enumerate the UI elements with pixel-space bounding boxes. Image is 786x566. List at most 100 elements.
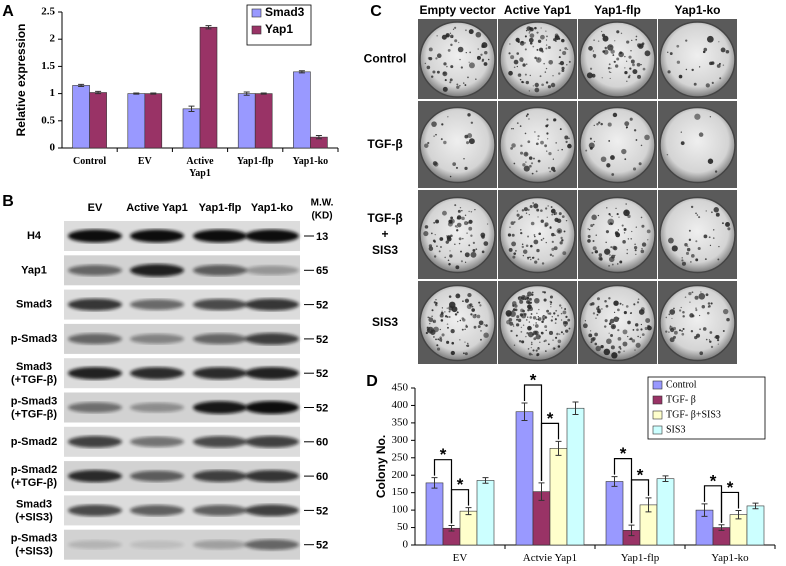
colony <box>640 216 643 219</box>
colony <box>435 301 438 305</box>
colony <box>468 210 470 213</box>
colony <box>633 129 637 132</box>
colony <box>681 329 683 332</box>
colony <box>542 290 545 294</box>
colony <box>693 82 697 86</box>
colony <box>611 352 618 359</box>
colony <box>726 317 730 322</box>
colony <box>638 162 642 166</box>
colony <box>454 313 458 316</box>
colony <box>558 37 561 40</box>
x-tick-label-line: Yap1-flp <box>621 552 660 564</box>
colony <box>645 318 651 324</box>
colony <box>681 261 687 266</box>
colony <box>546 124 549 127</box>
colony <box>719 77 722 80</box>
colony <box>618 345 622 349</box>
colony <box>462 318 466 322</box>
colony <box>665 316 668 319</box>
colony <box>680 131 682 133</box>
colony <box>553 246 558 251</box>
colony <box>625 210 627 212</box>
colony <box>524 35 527 38</box>
colony <box>467 133 473 139</box>
colony <box>470 313 473 316</box>
colony <box>478 301 481 304</box>
colony <box>596 297 600 301</box>
colony <box>548 312 552 315</box>
colony <box>545 241 547 244</box>
colony <box>455 265 460 270</box>
colony <box>552 347 556 350</box>
colony <box>527 309 530 312</box>
colony <box>470 251 477 258</box>
colony <box>592 240 595 243</box>
blot-band <box>245 401 299 414</box>
bar <box>72 85 90 149</box>
error-bar <box>555 440 562 456</box>
colony <box>596 313 599 316</box>
colony <box>601 77 603 79</box>
colony <box>540 209 543 212</box>
colony <box>450 43 453 47</box>
colony <box>600 122 603 126</box>
colony <box>479 304 482 307</box>
y-tick-label: 2 <box>50 33 56 45</box>
colony <box>531 293 534 296</box>
row-label-line: H4 <box>27 230 42 242</box>
colony <box>568 327 571 330</box>
colony <box>513 325 515 327</box>
colony <box>608 265 610 267</box>
colony <box>424 62 427 65</box>
colony <box>441 34 447 40</box>
colony <box>634 349 636 351</box>
x-tick-label: EV <box>453 552 468 564</box>
bar <box>549 448 568 546</box>
colony <box>527 316 529 318</box>
mw-value: 52 <box>316 368 328 380</box>
blot-band <box>245 504 299 517</box>
colony <box>604 248 611 255</box>
colony <box>535 349 538 352</box>
y-tick-label: 400 <box>392 399 409 411</box>
column-label: Active Yap1 <box>504 3 571 17</box>
colony <box>681 259 684 262</box>
colony <box>695 308 698 312</box>
colony <box>561 38 565 43</box>
colony <box>550 303 552 305</box>
colony <box>455 293 461 299</box>
colony <box>436 35 438 37</box>
colony <box>552 339 554 341</box>
colony <box>544 222 549 227</box>
colony <box>481 250 485 254</box>
colony <box>465 325 468 328</box>
colony <box>550 319 553 322</box>
colony <box>564 47 568 50</box>
colony <box>630 59 635 64</box>
colony <box>528 352 532 356</box>
colony <box>548 59 554 65</box>
x-tick-label-line: Yap1-ko <box>711 552 749 564</box>
colony <box>521 243 524 246</box>
colony <box>480 330 482 332</box>
significance-bracket <box>630 479 650 524</box>
significance-bracket <box>540 422 560 481</box>
lane-label: EV <box>88 202 103 214</box>
colony <box>448 295 452 298</box>
colony <box>619 347 622 350</box>
error-bar <box>645 497 652 513</box>
blot-band <box>130 264 184 277</box>
colony <box>685 68 688 71</box>
colony <box>626 249 628 251</box>
y-tick-label: 2.5 <box>41 6 55 18</box>
colony <box>637 74 642 79</box>
colony <box>513 344 516 347</box>
colony <box>530 343 533 346</box>
blot-band <box>130 299 184 310</box>
colony <box>635 342 641 348</box>
colony <box>428 316 431 319</box>
colony <box>540 219 544 223</box>
colony <box>459 206 462 209</box>
colony <box>568 137 570 140</box>
colony <box>601 33 606 37</box>
